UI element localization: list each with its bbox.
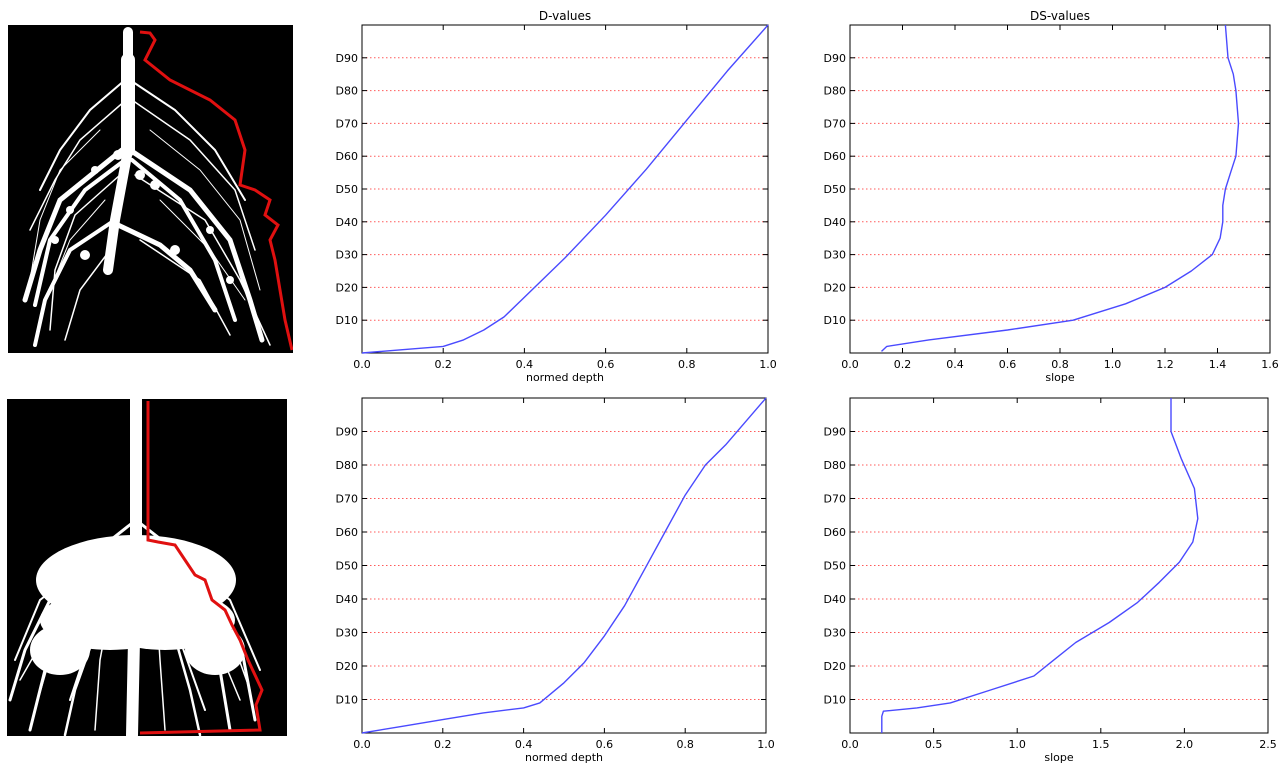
y-tick-label: D80 bbox=[336, 459, 358, 472]
y-tick-label: D20 bbox=[824, 281, 846, 294]
y-tick-label: D50 bbox=[824, 560, 846, 573]
y-tick-label: D30 bbox=[336, 627, 358, 640]
chart-ds-values-top: 0.0 0.2 0.4 0.6 0.8 1.0 1.2 1.4 1.6 D10 D20 D30 D40 D… bbox=[824, 9, 1279, 384]
x-tick-label: 2.0 bbox=[1176, 738, 1194, 751]
root-outline-bottom bbox=[139, 401, 264, 735]
y-tick-label: D40 bbox=[336, 593, 358, 606]
x-tick-label: 0.2 bbox=[434, 358, 452, 371]
y-tick-label: D70 bbox=[336, 493, 358, 506]
x-tick-label: 0.4 bbox=[946, 358, 964, 371]
x-axis-label: slope bbox=[1045, 371, 1074, 384]
root-image-top bbox=[8, 25, 293, 353]
y-tick-label: D50 bbox=[824, 183, 846, 196]
x-tick-label: 0.6 bbox=[597, 358, 615, 371]
y-tick-label: D30 bbox=[336, 249, 358, 262]
x-tick-label: 1.2 bbox=[1156, 358, 1174, 371]
x-tick-label: 0.0 bbox=[841, 738, 859, 751]
y-tick-label: D50 bbox=[336, 183, 358, 196]
root-system-sparse-icon bbox=[22, 27, 271, 347]
x-tick-label: 1.6 bbox=[1261, 358, 1279, 371]
y-tick-label: D90 bbox=[824, 52, 846, 65]
chart-title: DS-values bbox=[1030, 9, 1090, 23]
chart-ds-values-bottom: 0.0 0.5 1.0 1.5 2.0 2.5 D10 D20 D30 D40 D50 D60 D70 D… bbox=[824, 397, 1277, 764]
y-tick-label: D60 bbox=[336, 526, 358, 539]
series-line bbox=[881, 398, 1199, 733]
x-tick-label: 2.5 bbox=[1259, 738, 1277, 751]
x-tick-label: 0.0 bbox=[353, 738, 371, 751]
y-tick-label: D70 bbox=[336, 117, 358, 130]
root-hair-mass bbox=[30, 535, 245, 675]
y-tick-label: D70 bbox=[824, 117, 846, 130]
y-tick-label: D90 bbox=[336, 426, 358, 439]
root-image-bottom bbox=[7, 399, 287, 736]
y-tick-label: D30 bbox=[824, 249, 846, 262]
y-tick-label: D40 bbox=[824, 593, 846, 606]
x-axis-label: slope bbox=[1044, 751, 1073, 764]
y-tick-label: D70 bbox=[824, 493, 846, 506]
y-tick-label: D10 bbox=[824, 314, 846, 327]
y-tick-label: D20 bbox=[336, 660, 358, 673]
y-tick-label: D80 bbox=[336, 85, 358, 98]
x-tick-label: 0.0 bbox=[841, 358, 859, 371]
y-tick-label: D80 bbox=[824, 459, 846, 472]
x-tick-label: 0.8 bbox=[1051, 358, 1069, 371]
x-tick-label: 1.5 bbox=[1092, 738, 1110, 751]
chart-d-values-bottom: 0.0 0.2 0.4 0.6 0.8 1.0 D10 D20 D30 D40 D50 D60 D70 D… bbox=[336, 397, 775, 764]
y-tick-label: D40 bbox=[824, 216, 846, 229]
root-outline-top bbox=[139, 30, 293, 351]
x-tick-label: 0.4 bbox=[515, 738, 533, 751]
x-tick-label: 0.6 bbox=[999, 358, 1017, 371]
y-tick-label: D60 bbox=[824, 526, 846, 539]
y-tick-label: D10 bbox=[336, 694, 358, 707]
y-tick-label: D30 bbox=[824, 627, 846, 640]
root-nodules bbox=[51, 150, 234, 284]
root-image-background bbox=[8, 25, 293, 353]
x-tick-label: 0.4 bbox=[516, 358, 534, 371]
x-tick-label: 1.0 bbox=[759, 358, 777, 371]
y-tick-label: D60 bbox=[336, 150, 358, 163]
y-tick-label: D50 bbox=[336, 560, 358, 573]
x-tick-label: 0.5 bbox=[925, 738, 943, 751]
series-line bbox=[361, 397, 767, 734]
y-tick-label: D20 bbox=[336, 281, 358, 294]
x-tick-label: 0.0 bbox=[353, 358, 371, 371]
chart-title: D-values bbox=[539, 9, 591, 23]
series-line bbox=[361, 24, 769, 354]
series-line bbox=[881, 24, 1240, 352]
y-tick-label: D90 bbox=[824, 426, 846, 439]
x-tick-label: 1.4 bbox=[1209, 358, 1227, 371]
x-tick-label: 1.0 bbox=[1008, 738, 1026, 751]
chart-d-values-top: 0.0 0.2 0.4 0.6 0.8 1.0 D10 D20 D30 D40 D50 D60 D70 D… bbox=[336, 9, 777, 384]
x-tick-label: 0.8 bbox=[676, 738, 694, 751]
y-tick-label: D90 bbox=[336, 52, 358, 65]
x-tick-label: 1.0 bbox=[1104, 358, 1122, 371]
x-tick-label: 0.6 bbox=[596, 738, 614, 751]
x-tick-label: 0.2 bbox=[434, 738, 452, 751]
x-axis-label: normed depth bbox=[525, 751, 603, 764]
y-tick-label: D10 bbox=[824, 694, 846, 707]
x-tick-label: 0.8 bbox=[678, 358, 696, 371]
x-tick-label: 1.0 bbox=[757, 738, 775, 751]
y-tick-label: D60 bbox=[824, 150, 846, 163]
y-tick-label: D40 bbox=[336, 216, 358, 229]
y-tick-label: D10 bbox=[336, 314, 358, 327]
y-tick-label: D20 bbox=[824, 660, 846, 673]
x-tick-label: 0.2 bbox=[894, 358, 912, 371]
y-tick-label: D80 bbox=[824, 85, 846, 98]
x-axis-label: normed depth bbox=[526, 371, 604, 384]
